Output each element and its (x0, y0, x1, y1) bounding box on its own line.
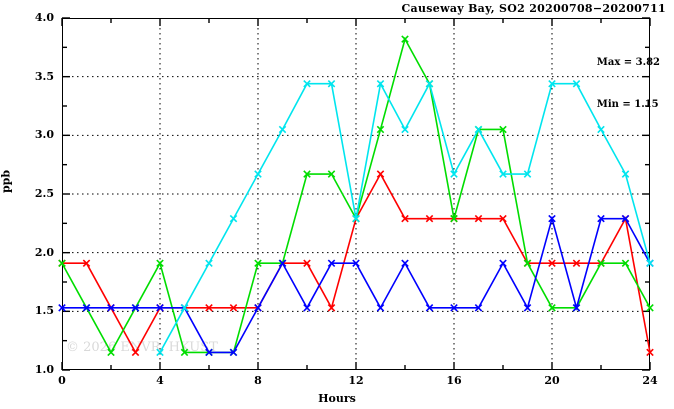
data-point-marker (376, 125, 385, 134)
data-point-marker (548, 214, 556, 223)
data-point-marker (205, 259, 213, 267)
data-point-marker (327, 259, 336, 267)
max-label: Max = 3.82 (596, 57, 660, 68)
data-point-marker (156, 259, 164, 267)
data-point-marker (278, 125, 287, 134)
data-point-marker (58, 259, 66, 267)
data-point-marker (572, 79, 581, 88)
data-point-marker (474, 214, 483, 223)
data-point-marker (597, 125, 605, 134)
data-point-marker (327, 79, 336, 88)
y-tick-label: 4.0 (34, 11, 54, 24)
data-point-marker (523, 170, 532, 178)
data-point-marker (425, 304, 434, 312)
data-point-marker (646, 304, 654, 312)
chart-title: Causeway Bay, SO2 20200708−20200711 (401, 2, 666, 15)
data-point-marker (327, 170, 336, 178)
data-point-marker (303, 170, 311, 178)
data-point-marker (572, 304, 581, 312)
y-tick-label: 1.0 (34, 363, 54, 376)
data-point-marker (523, 259, 532, 267)
data-point-marker (450, 170, 458, 178)
data-point-marker (621, 170, 630, 178)
data-point-marker (180, 304, 189, 312)
x-tick-label: 20 (544, 374, 560, 387)
data-point-marker (352, 259, 360, 267)
data-point-marker (597, 259, 605, 267)
data-point-marker (376, 170, 385, 178)
x-tick-label: 16 (446, 374, 462, 387)
data-point-marker (254, 259, 262, 267)
data-point-marker (82, 304, 91, 312)
data-point-marker (254, 170, 262, 178)
y-tick-label: 2.0 (34, 245, 54, 259)
data-point-marker (229, 304, 238, 312)
data-point-marker (548, 79, 556, 88)
y-tick-label: 2.5 (34, 187, 54, 200)
data-point-marker (205, 348, 213, 357)
data-point-marker (131, 348, 140, 357)
data-point-marker (278, 259, 287, 267)
data-point-marker (229, 348, 238, 357)
data-point-marker (82, 259, 91, 267)
data-point-marker (376, 304, 385, 312)
data-point-marker (131, 304, 140, 312)
data-point-marker (572, 259, 581, 267)
data-point-marker (401, 35, 409, 43)
y-tick-label: 3.5 (34, 69, 54, 83)
data-point-marker (621, 259, 630, 267)
x-tick-label: 24 (642, 374, 658, 387)
data-point-marker (327, 304, 336, 312)
data-point-marker (254, 304, 262, 312)
data-point-marker (401, 125, 409, 134)
data-point-marker (474, 125, 483, 134)
data-point-marker (425, 79, 434, 88)
data-point-marker (303, 79, 311, 88)
data-point-marker (523, 304, 532, 312)
x-tick-label: 0 (58, 374, 66, 387)
data-point-marker (646, 348, 654, 357)
data-point-marker (450, 304, 458, 312)
data-point-marker (425, 214, 434, 223)
data-point-marker (548, 259, 556, 267)
x-tick-label: 12 (348, 374, 364, 387)
data-point-marker (229, 214, 238, 223)
data-point-marker (646, 259, 654, 267)
data-point-marker (597, 214, 605, 223)
x-axis-title: Hours (318, 392, 356, 405)
data-point-marker (303, 304, 311, 312)
y-tick-label: 1.5 (34, 304, 54, 318)
data-point-marker (474, 304, 483, 312)
series-line (61, 36, 651, 355)
data-point-marker (401, 214, 409, 223)
data-point-marker (205, 304, 213, 312)
data-point-marker (548, 304, 556, 312)
data-point-marker (156, 304, 164, 312)
data-point-marker (107, 348, 115, 357)
data-point-marker (450, 214, 458, 223)
data-point-marker (180, 348, 189, 357)
data-point-marker (352, 214, 360, 223)
data-point-marker (499, 125, 507, 134)
data-point-marker (376, 79, 385, 88)
data-point-marker (401, 259, 409, 267)
data-point-marker (107, 304, 115, 312)
y-tick-label: 3.0 (34, 128, 54, 142)
data-point-marker (499, 259, 507, 267)
data-point-marker (499, 214, 507, 223)
data-point-marker (58, 304, 66, 312)
data-point-marker (156, 348, 164, 357)
minmax-annotation: Max = 3.82 Min = 1.15 (597, 28, 660, 140)
data-point-marker (303, 259, 311, 267)
x-tick-label: 4 (156, 374, 164, 387)
min-label: Min = 1.15 (596, 99, 659, 110)
watermark: © 2026 ENVR, HKUST (66, 340, 218, 355)
data-point-marker (499, 170, 507, 178)
data-point-marker (621, 214, 630, 223)
x-tick-label: 8 (254, 374, 262, 387)
